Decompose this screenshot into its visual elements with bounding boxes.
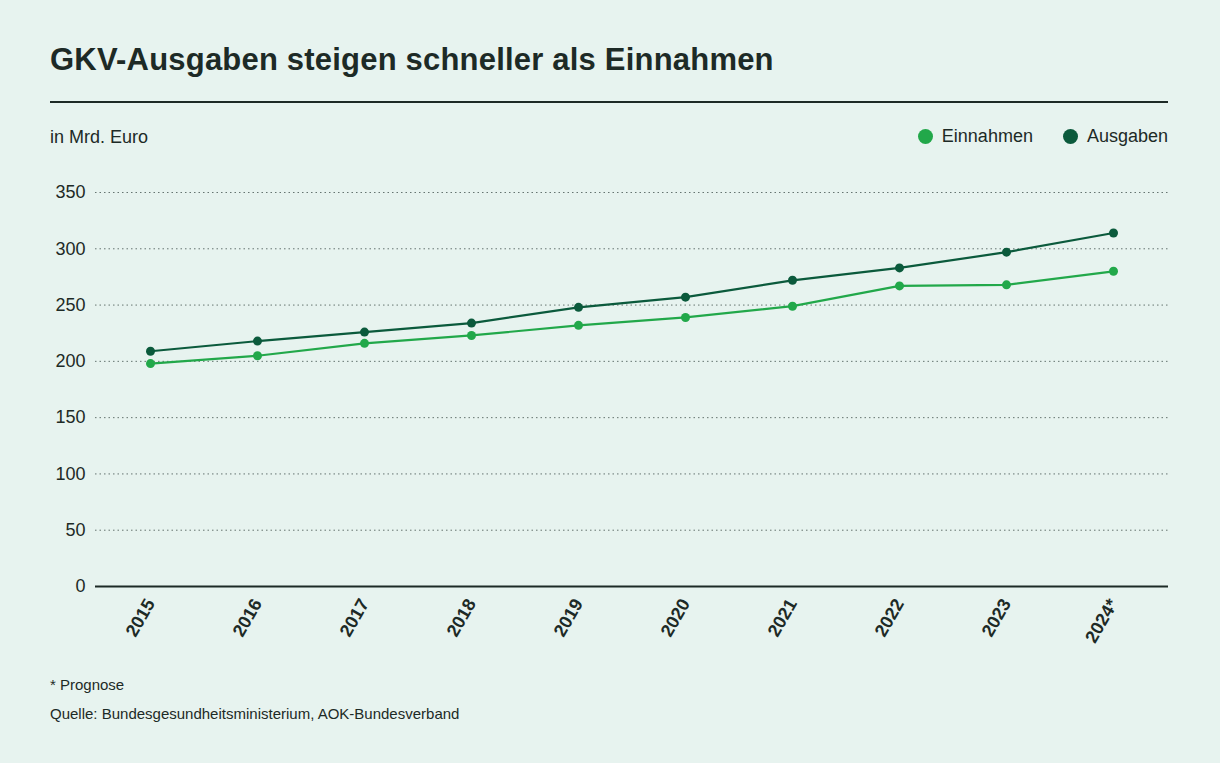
svg-text:50: 50 — [65, 520, 85, 540]
svg-text:100: 100 — [55, 464, 85, 484]
html-text:Ausgaben: Ausgaben — [1086, 126, 1168, 146]
svg-text:0: 0 — [75, 576, 85, 596]
svg-text:2015: 2015 — [122, 595, 159, 640]
html-text:* Prognose: * Prognose — [50, 676, 125, 693]
svg-text:2018: 2018 — [443, 595, 480, 640]
svg-text:200: 200 — [55, 351, 85, 371]
svg-text:2019: 2019 — [550, 595, 587, 640]
svg-text:350: 350 — [55, 182, 85, 202]
svg-text:250: 250 — [55, 295, 85, 315]
svg-text:300: 300 — [55, 239, 85, 259]
svg-text:2021: 2021 — [764, 595, 801, 640]
svg-text:2016: 2016 — [229, 595, 266, 640]
html-text:GKV-Ausgaben steigen schneller: GKV-Ausgaben steigen schneller als Einna… — [50, 42, 774, 77]
svg-text:2020: 2020 — [657, 595, 694, 640]
svg-text:2022: 2022 — [871, 595, 908, 640]
svg-text:2023: 2023 — [978, 595, 1015, 640]
html-text:in Mrd. Euro: in Mrd. Euro — [50, 127, 148, 147]
svg-text:2024*: 2024* — [1081, 595, 1122, 646]
svg-text:2017: 2017 — [336, 595, 373, 640]
svg-text:150: 150 — [55, 407, 85, 427]
html-text:Einnahmen: Einnahmen — [941, 126, 1033, 146]
html-text:Quelle: Bundesgesundheitsminis: Quelle: Bundesgesundheitsministerium, AO… — [50, 705, 460, 722]
